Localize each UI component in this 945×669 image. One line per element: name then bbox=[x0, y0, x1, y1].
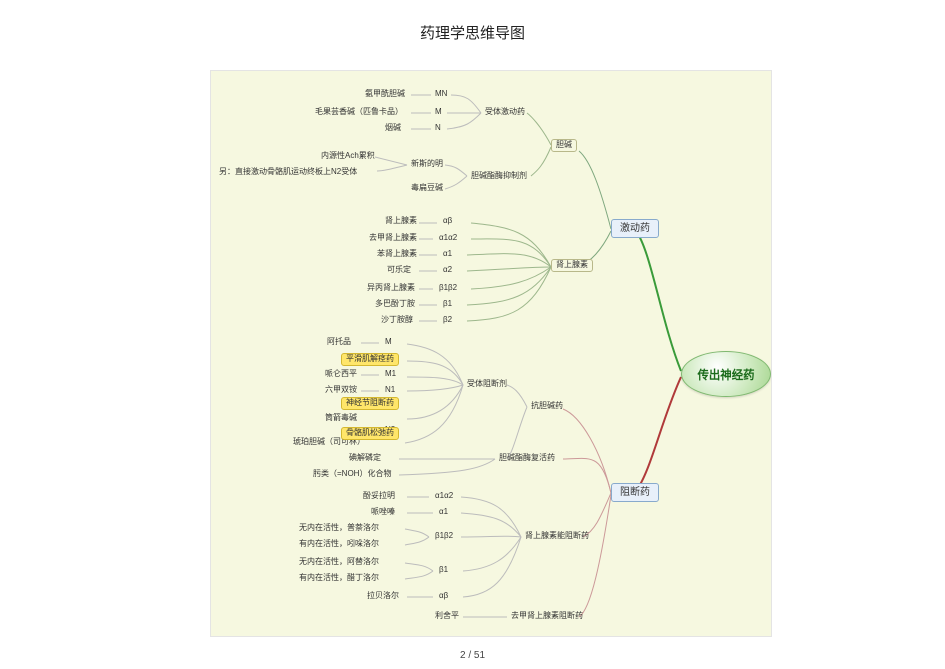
edge bbox=[579, 151, 611, 229]
mindmap-node: α1α2 bbox=[435, 233, 461, 244]
mindmap-node: 受体阻断剂 bbox=[463, 379, 511, 390]
mindmap-node: 肟类（=NOH）化合物 bbox=[309, 469, 395, 480]
mindmap-node: 无内在活性，普萘洛尔 bbox=[295, 523, 383, 534]
mindmap-node: β1 bbox=[439, 299, 456, 310]
edge bbox=[463, 537, 521, 571]
mindmap-node: 骨骼肌松弛药 bbox=[341, 427, 399, 440]
mindmap-node: 毒扁豆碱 bbox=[407, 183, 447, 194]
mindmap-node: 胆碱酯酶抑制剂 bbox=[467, 171, 531, 182]
mindmap-node: αβ bbox=[435, 591, 452, 602]
mindmap-node: 哌唑嗪 bbox=[367, 507, 399, 518]
edge bbox=[375, 157, 407, 165]
mindmap-node: β2 bbox=[439, 315, 456, 326]
mindmap-node: N1 bbox=[381, 385, 399, 396]
mindmap-node: 胆碱 bbox=[551, 139, 577, 152]
mindmap-node: 可乐定 bbox=[383, 265, 415, 276]
edge bbox=[636, 377, 681, 491]
section-node: 阻断药 bbox=[611, 483, 659, 502]
edge bbox=[531, 147, 551, 176]
mindmap-node: 沙丁胺醇 bbox=[377, 315, 417, 326]
edge bbox=[467, 267, 551, 305]
edge bbox=[405, 537, 429, 545]
edge bbox=[461, 513, 521, 537]
mindmap-node: 酚妥拉明 bbox=[359, 491, 399, 502]
edge bbox=[563, 409, 611, 493]
mindmap-node: M bbox=[431, 107, 446, 118]
mindmap-node: 拉贝洛尔 bbox=[363, 591, 403, 602]
mindmap-node: α1α2 bbox=[431, 491, 457, 502]
edge bbox=[563, 458, 611, 493]
mindmap-node: α2 bbox=[439, 265, 456, 276]
mindmap-node: 毛果芸香碱（匹鲁卡品） bbox=[311, 107, 407, 118]
mindmap-node: 肾上腺素能阻断药 bbox=[521, 531, 593, 542]
edge bbox=[471, 239, 551, 267]
mindmap-node: 胆碱酯酶复活药 bbox=[495, 453, 559, 464]
mindmap-node: 受体激动药 bbox=[481, 107, 529, 118]
mindmap-node: 哌仑西平 bbox=[321, 369, 361, 380]
mindmap-node: 碘解磷定 bbox=[345, 453, 385, 464]
mindmap-node: 利舍平 bbox=[431, 611, 463, 622]
edge bbox=[467, 267, 551, 271]
edge bbox=[507, 407, 527, 459]
edge bbox=[447, 113, 481, 129]
edge bbox=[579, 495, 611, 617]
mindmap-node: α1 bbox=[435, 507, 452, 518]
mindmap-node: αβ bbox=[439, 216, 456, 227]
mindmap-node: 内源性Ach累积 bbox=[317, 151, 379, 162]
mindmap-node: M1 bbox=[381, 369, 400, 380]
mindmap-node: 另：直接激动骨骼肌运动终板上N2受体 bbox=[215, 167, 361, 178]
edge bbox=[471, 223, 551, 267]
mindmap-node: 新斯的明 bbox=[407, 159, 447, 170]
mindmap-node: α1 bbox=[439, 249, 456, 260]
mindmap-node: 阿托品 bbox=[323, 337, 355, 348]
mindmap-node: 抗胆碱药 bbox=[527, 401, 567, 412]
edge bbox=[445, 176, 467, 189]
page-number: 2 / 51 bbox=[0, 650, 945, 661]
edge bbox=[407, 377, 463, 385]
mindmap-node: 有内在活性，醋丁洛尔 bbox=[295, 573, 383, 584]
edge bbox=[463, 537, 521, 597]
root-label: 传出神经药 bbox=[697, 366, 754, 383]
section-node: 激动药 bbox=[611, 219, 659, 238]
mindmap-node: 平滑肌解痉药 bbox=[341, 353, 399, 366]
edge bbox=[399, 459, 495, 475]
edge bbox=[405, 563, 433, 571]
mindmap-node: 肾上腺素 bbox=[551, 259, 593, 272]
edge bbox=[467, 254, 551, 267]
edge bbox=[461, 536, 521, 537]
mindmap-node: 筒箭毒碱 bbox=[321, 413, 361, 424]
mindmap-node: β1β2 bbox=[435, 283, 461, 294]
mindmap-node: 神经节阻断药 bbox=[341, 397, 399, 410]
page-title: 药理学思维导图 bbox=[0, 22, 945, 43]
edge bbox=[445, 165, 467, 176]
edge bbox=[451, 95, 481, 113]
mindmap-node: 无内在活性，阿替洛尔 bbox=[295, 557, 383, 568]
edge bbox=[407, 385, 463, 391]
mindmap-node: 多巴酚丁胺 bbox=[371, 299, 419, 310]
mindmap-node: β1β2 bbox=[431, 531, 457, 542]
edge bbox=[527, 113, 551, 145]
edges-layer bbox=[211, 71, 771, 636]
mindmap-node: 六甲双铵 bbox=[321, 385, 361, 396]
mindmap-node: 肾上腺素 bbox=[381, 216, 421, 227]
edge bbox=[405, 571, 433, 579]
mindmap-node: 烟碱 bbox=[381, 123, 405, 134]
mindmap-node: 苯肾上腺素 bbox=[373, 249, 421, 260]
mindmap-node: MN bbox=[431, 89, 451, 100]
edge bbox=[405, 529, 429, 537]
mindmap-node: 有内在活性，吲哚洛尔 bbox=[295, 539, 383, 550]
mindmap-node: β1 bbox=[435, 565, 452, 576]
mindmap-node: 去甲肾上腺素阻断药 bbox=[507, 611, 587, 622]
mindmap-canvas: 传出神经药 激动药阻断药胆碱受体激动药氨甲酰胆碱MN毛果芸香碱（匹鲁卡品）M烟碱… bbox=[210, 70, 772, 637]
mindmap-node: 氨甲酰胆碱 bbox=[361, 89, 409, 100]
mindmap-node: 去甲肾上腺素 bbox=[365, 233, 421, 244]
root-node: 传出神经药 bbox=[681, 351, 771, 397]
mindmap-node: 异丙肾上腺素 bbox=[363, 283, 419, 294]
edge bbox=[407, 344, 463, 385]
edge bbox=[636, 231, 681, 371]
edge bbox=[377, 165, 407, 171]
mindmap-node: M bbox=[381, 337, 396, 348]
mindmap-node: N bbox=[431, 123, 445, 134]
